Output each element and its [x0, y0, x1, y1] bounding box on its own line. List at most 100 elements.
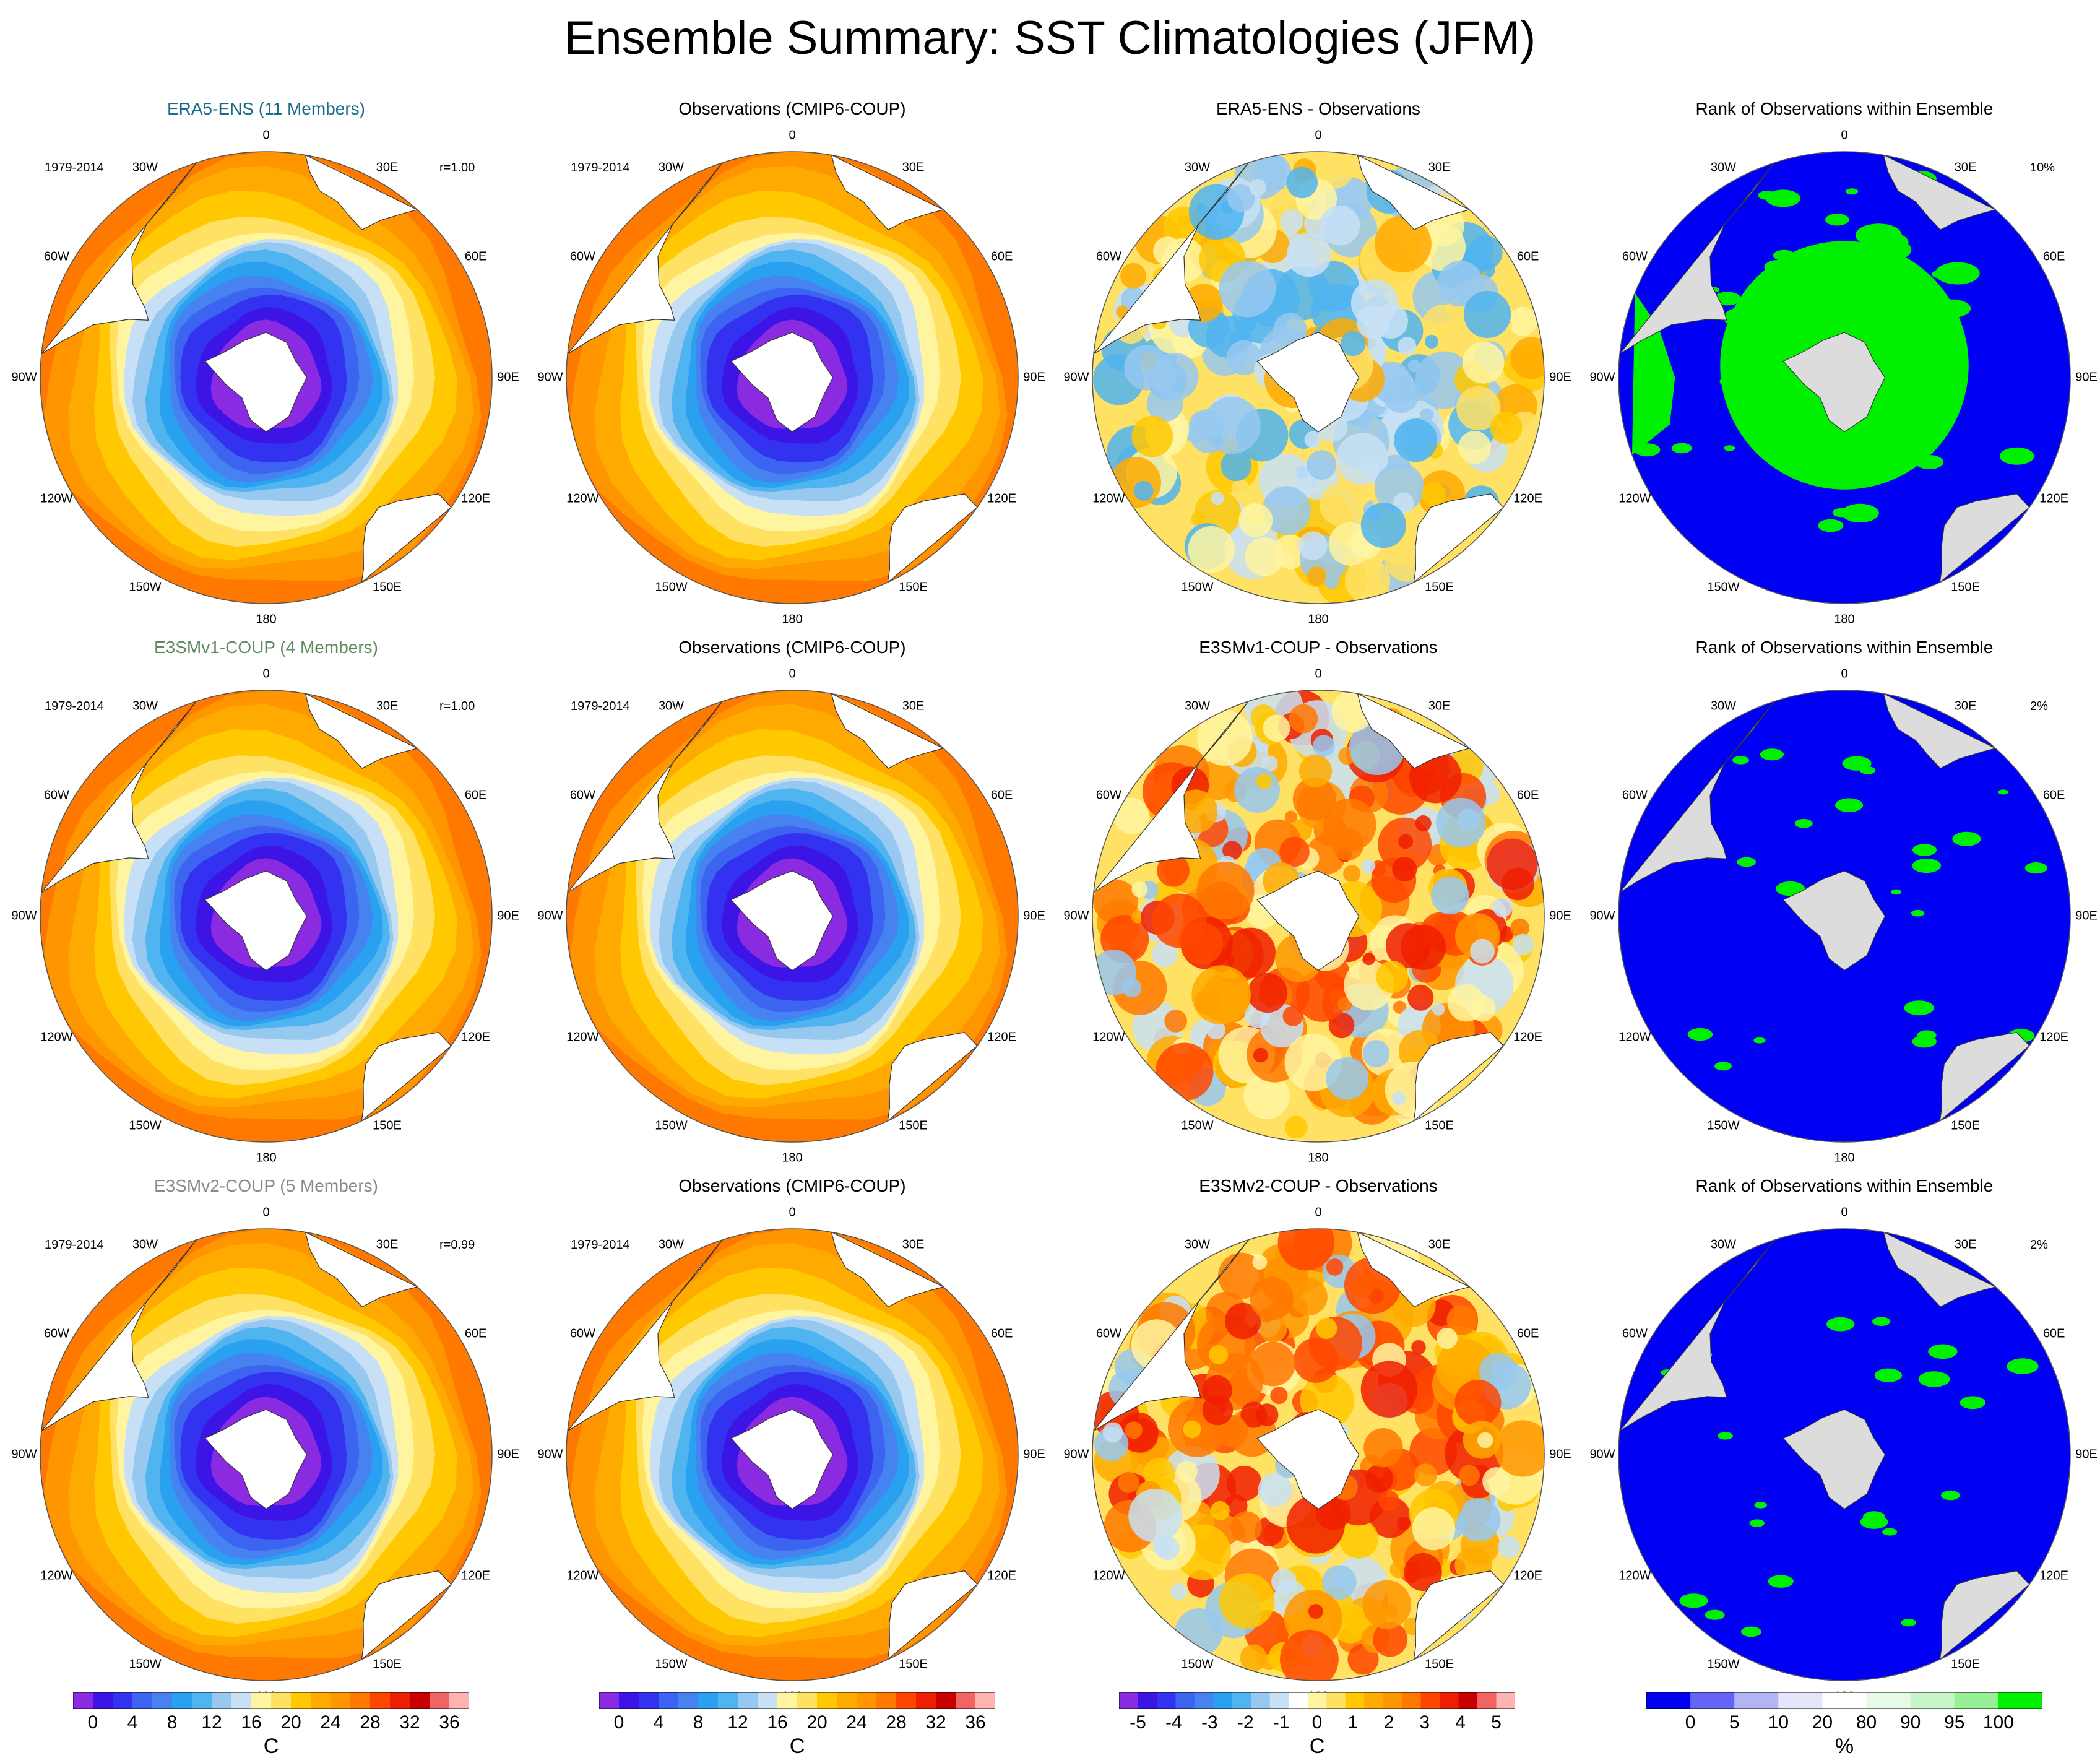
rank-green-patch	[1856, 223, 1902, 247]
colorbar-swatch	[1251, 1692, 1271, 1709]
longitude-label: 60W	[1622, 249, 1648, 263]
diff-patch	[1510, 337, 1544, 379]
land-samerica	[41, 701, 197, 893]
colorbar-swatch	[1138, 1692, 1157, 1709]
map-content	[1618, 152, 2070, 604]
rank-green-patch	[1832, 508, 1851, 518]
diff-patch	[1277, 1229, 1334, 1271]
longitude-label: 30W	[132, 1237, 158, 1252]
longitude-label: 0	[262, 128, 270, 142]
rank-green-patch	[1766, 371, 1794, 385]
colorbar-swatch	[956, 1692, 976, 1709]
colorbar-tick-label: 8	[166, 1712, 178, 1733]
land-australia	[887, 493, 978, 584]
rank-green-patch	[1723, 306, 1767, 329]
colorbar-tick-label: 100	[1982, 1712, 2014, 1733]
rank-green-patch	[1999, 447, 2034, 465]
diff-patch	[1183, 1420, 1201, 1439]
longitude-label: 60E	[1516, 1327, 1539, 1340]
rank-green-patch	[1724, 445, 1735, 451]
map-border	[566, 1228, 1019, 1681]
diff-patch	[1328, 522, 1372, 566]
diff-patch	[1469, 995, 1496, 1022]
land-antarctica	[1782, 870, 1886, 971]
polar-map	[1618, 1228, 2071, 1681]
rank-green-patch	[1905, 379, 1936, 394]
period-label: 1979-2014	[571, 1238, 630, 1252]
longitude-label: 90E	[1023, 909, 1045, 923]
longitude-label: 60E	[2042, 788, 2065, 802]
map-border	[1618, 1228, 2071, 1681]
colorbar-swatch	[639, 1692, 659, 1709]
longitude-label: 120E	[2039, 492, 2068, 505]
colorbar-swatch	[113, 1692, 133, 1709]
longitude-label: 30E	[902, 160, 925, 175]
rank-green-patch	[1912, 844, 1937, 856]
diff-patch	[1323, 798, 1376, 852]
diff-patch	[1382, 376, 1419, 413]
colorbar-tick-label: 32	[399, 1712, 420, 1733]
colorbar-swatches	[72, 1692, 470, 1709]
colorbar-swatch	[659, 1692, 679, 1709]
longitude-label: 90E	[2075, 370, 2098, 384]
colorbar-tick-label: -3	[1201, 1712, 1218, 1733]
diff-patch	[1392, 857, 1417, 882]
diff-patch	[1224, 1302, 1261, 1340]
diff-patch	[1457, 1498, 1501, 1542]
longitude-label: 30W	[658, 160, 685, 175]
rank-green-patch	[1835, 798, 1864, 812]
diff-patch	[1328, 1012, 1355, 1039]
longitude-label: 30W	[658, 1237, 685, 1252]
colorbar-swatch	[837, 1692, 857, 1709]
diff-patch	[1409, 1427, 1458, 1476]
land-africa	[305, 1231, 418, 1307]
land-australia	[361, 1570, 452, 1661]
panel-title: Rank of Observations within Ensemble	[1695, 638, 1994, 657]
diff-patch	[1252, 1255, 1268, 1270]
rank-green-patch	[1776, 881, 1805, 896]
diff-patch	[1093, 879, 1138, 924]
colorbar-swatch	[1477, 1692, 1497, 1709]
diff-patch	[1362, 1040, 1390, 1067]
period-label: 1979-2014	[45, 1238, 104, 1252]
colorbar-tick-label: 24	[320, 1712, 341, 1733]
colorbar-swatch	[1269, 1692, 1289, 1709]
diff-patch	[1412, 1507, 1456, 1551]
colorbar-tick-label: 0	[613, 1712, 624, 1733]
longitude-label: 60W	[1095, 788, 1121, 802]
longitude-label: 120E	[1513, 1030, 1542, 1044]
longitude-label: 150E	[373, 580, 402, 594]
colorbar-tick-label: -4	[1165, 1712, 1182, 1733]
panel-title: Observations (CMIP6-COUP)	[678, 1176, 906, 1195]
diff-patch	[1459, 1465, 1480, 1486]
diff-patch	[1273, 313, 1307, 347]
polar-map	[1092, 151, 1545, 604]
colorbar-swatch	[738, 1692, 758, 1709]
rank-green-patch	[1687, 1028, 1713, 1041]
map-border	[1618, 690, 2071, 1143]
rank-green-patch	[1905, 282, 1936, 298]
longitude-label: 30E	[902, 1237, 925, 1252]
longitude-label: 90E	[1549, 370, 1571, 384]
colorbar-swatch	[698, 1692, 719, 1709]
rank-green-patch	[1753, 1037, 1766, 1044]
longitude-label: 180	[1834, 612, 1855, 626]
map-content	[1092, 690, 1544, 1142]
rank-green-patch	[1911, 909, 1925, 917]
map-border	[1618, 151, 2071, 604]
longitude-label: 30E	[376, 160, 399, 175]
map-panel-e3smv1-rank: Rank of Observations within Ensemble 0 30E…	[1589, 638, 2097, 1170]
colorbar-swatch	[599, 1692, 620, 1709]
colorbar-unit: %	[1834, 1735, 1854, 1758]
map-content	[566, 690, 1018, 1142]
land-australia	[1413, 493, 1504, 584]
diff-patch	[1411, 1340, 1426, 1355]
land-antarctica	[730, 1409, 834, 1510]
diff-patch	[1203, 396, 1261, 454]
rank-green-patch	[1915, 455, 1944, 469]
longitude-label: 60E	[1516, 788, 1539, 802]
diff-patch	[1151, 941, 1178, 968]
diff-patch	[1490, 412, 1523, 444]
colorbar-swatch	[1364, 1692, 1384, 1709]
colorbar-swatch	[1402, 1692, 1422, 1709]
